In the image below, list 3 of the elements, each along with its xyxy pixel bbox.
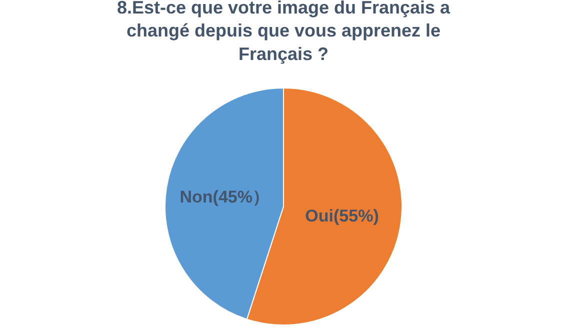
slice-label: Non(45%） — [180, 188, 270, 207]
chart-title: 8.Est-ce que votre image du Français a changé depuis que vous apprenez le Français ? — [116, 0, 452, 64]
slice-label: Oui(55%) — [305, 206, 379, 226]
